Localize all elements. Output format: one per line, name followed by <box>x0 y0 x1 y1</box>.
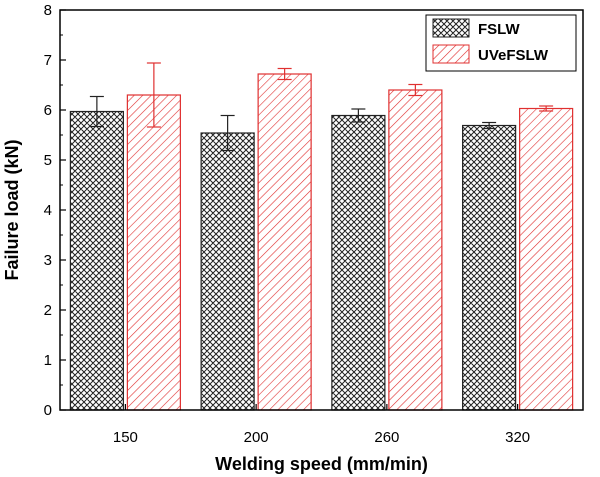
legend-label-uvefslw: UVeFSLW <box>478 47 549 64</box>
x-tick-label: 260 <box>374 429 399 446</box>
bar-fslw <box>331 114 386 411</box>
bar-fslw <box>462 124 517 411</box>
bar-fslw <box>69 110 124 411</box>
bar-uvefslw <box>257 73 312 411</box>
y-axis-title: Failure load (kN) <box>2 139 22 280</box>
y-tick-label: 0 <box>44 402 52 419</box>
y-tick-label: 4 <box>44 202 52 219</box>
bar-uvefslw <box>519 107 574 411</box>
y-tick-label: 2 <box>44 302 52 319</box>
y-tick-label: 6 <box>44 102 52 119</box>
legend-swatch-fslw <box>432 18 470 38</box>
legend-swatch-uvefslw <box>432 44 470 64</box>
error-bars-layer <box>89 62 554 152</box>
y-tick-label: 5 <box>44 152 52 169</box>
y-tick-label: 7 <box>44 52 52 69</box>
x-axis-title: Welding speed (mm/min) <box>215 454 428 474</box>
y-tick-label: 8 <box>44 2 52 19</box>
x-tick-label: 150 <box>113 429 138 446</box>
bar-uvefslw <box>126 94 181 411</box>
x-axis: 150 200 260 320 <box>113 404 530 446</box>
x-tick-label: 200 <box>244 429 269 446</box>
legend: FSLW UVeFSLW <box>425 14 577 72</box>
y-tick-label: 1 <box>44 352 52 369</box>
bar-uvefslw <box>388 89 443 411</box>
bars-layer <box>69 73 574 411</box>
x-tick-label: 320 <box>505 429 530 446</box>
bar-fslw <box>200 132 255 411</box>
y-axis: 0 1 2 3 4 5 6 7 8 <box>44 2 66 419</box>
legend-label-fslw: FSLW <box>478 21 521 38</box>
y-tick-label: 3 <box>44 252 52 269</box>
